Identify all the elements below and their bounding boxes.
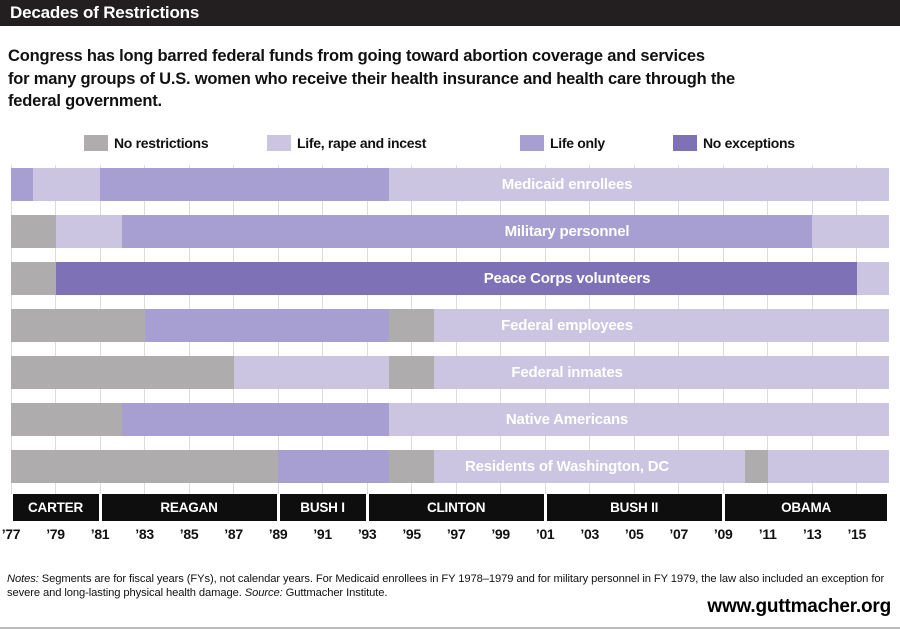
year-tick-label-1995: ’95 — [402, 526, 421, 542]
subtitle-line-2: for many groups of U.S. women who receiv… — [8, 69, 735, 88]
year-tick-label-1997: ’97 — [446, 526, 466, 542]
bar-row-native-americans: Native Americans — [0, 403, 900, 436]
year-tick-label-2015: ’15 — [847, 526, 866, 542]
bar-segment-life-only — [11, 168, 34, 201]
row-label: Native Americans — [505, 411, 629, 428]
bar-segment-none — [389, 356, 434, 389]
bar-segment-none — [11, 450, 279, 483]
year-tick-label-2003: ’03 — [580, 526, 599, 542]
notes-body-2: an exception for severe and long-lasting… — [7, 573, 885, 599]
year-tick-label-2011: ’11 — [758, 526, 777, 542]
year-tick-label-1981: ’81 — [90, 526, 110, 542]
row-label: Federal employees — [501, 317, 633, 334]
page-title: Decades of Restrictions — [10, 3, 200, 22]
notes-body-1: Segments are for fiscal years (FYs), not… — [38, 573, 804, 586]
bar-segment-life-rape-incest — [33, 168, 101, 201]
bar-segment-life-only — [144, 309, 390, 342]
year-tick-label-1993: ’93 — [357, 526, 377, 542]
bar-segment-life-rape-incest — [433, 309, 889, 342]
bar-segment-life-only — [100, 168, 390, 201]
bar-segment-life-rape-incest — [856, 262, 889, 295]
subtitle-line-3: federal government. — [8, 92, 162, 110]
era-block-reagan: REAGAN — [101, 494, 277, 521]
bar-segment-none — [11, 215, 56, 248]
era-block-bush-i: BUSH I — [279, 494, 366, 521]
bar-row-medicaid-enrollees: Medicaid enrollees — [0, 168, 900, 201]
era-block-obama: OBAMA — [724, 494, 888, 521]
era-label: REAGAN — [160, 500, 218, 515]
era-label: CARTER — [27, 500, 84, 515]
era-label: BUSH I — [300, 500, 345, 515]
bar-row-residents-of-washington-dc: Residents of Washington, DC — [0, 450, 900, 483]
life-only-legend-swatch — [520, 135, 544, 151]
bar-segment-none — [389, 450, 434, 483]
life-rape-incest-legend-swatch — [267, 135, 291, 151]
era-label: CLINTON — [426, 500, 486, 515]
year-tick-label-2009: ’09 — [713, 526, 733, 542]
row-label: Peace Corps volunteers — [483, 270, 651, 287]
bar-segment-life-only — [122, 215, 813, 248]
source-label: Source: — [244, 586, 283, 599]
chart-subtitle: Congress has long barred federal funds f… — [8, 45, 888, 113]
legend-label-life-rape-incest: Life, rape and incest — [297, 135, 427, 151]
bar-segment-none — [389, 309, 434, 342]
bar-segment-life-only — [122, 403, 390, 436]
bar-segment-life-rape-incest — [767, 450, 889, 483]
row-label: Military personnel — [504, 223, 630, 240]
bar-segment-life-only — [278, 450, 390, 483]
legend-label-none: No restrictions — [114, 135, 209, 151]
row-label: Federal inmates — [511, 364, 623, 381]
year-tick-label-1983: ’83 — [135, 526, 154, 542]
era-block-carter: CARTER — [12, 494, 99, 521]
year-tick-label-1979: ’79 — [46, 526, 65, 542]
year-tick-label-2001: ’01 — [535, 526, 555, 542]
subtitle-line-1: Congress has long barred federal funds f… — [8, 47, 705, 65]
bar-segment-life-rape-incest — [389, 403, 889, 436]
year-tick-label-2007: ’07 — [669, 526, 688, 542]
year-tick-label-1985: ’85 — [179, 526, 199, 542]
source-text: Guttmacher Institute. — [282, 586, 388, 599]
bar-segment-none — [11, 403, 123, 436]
year-tick-label-1987: ’87 — [224, 526, 243, 542]
era-label: BUSH II — [610, 500, 659, 515]
guttmacher-url: www.guttmacher.org — [707, 596, 891, 617]
year-tick-label-1991: ’91 — [313, 526, 332, 542]
legend-label-life-only: Life only — [550, 135, 605, 151]
era-label: OBAMA — [781, 500, 832, 515]
none-legend-swatch — [84, 135, 108, 151]
bar-row-federal-employees: Federal employees — [0, 309, 900, 342]
bar-row-peace-corps-volunteers: Peace Corps volunteers — [0, 262, 900, 295]
bar-segment-life-rape-incest — [433, 356, 889, 389]
row-label: Residents of Washington, DC — [464, 458, 670, 475]
year-tick-label-1999: ’99 — [491, 526, 510, 542]
bar-segment-life-rape-incest — [812, 215, 889, 248]
row-label: Medicaid enrollees — [501, 176, 633, 193]
notes-label: Notes: — [7, 573, 39, 586]
year-tick-label-2005: ’05 — [624, 526, 644, 542]
bar-segment-none — [11, 356, 234, 389]
legend-label-no-exceptions: No exceptions — [703, 135, 795, 151]
bar-row-federal-inmates: Federal inmates — [0, 356, 900, 389]
year-tick-label-2013: ’13 — [802, 526, 822, 542]
no-exceptions-legend-swatch — [673, 135, 697, 151]
bar-segment-none — [11, 309, 145, 342]
bar-segment-no-exceptions — [55, 262, 857, 295]
era-block-bush-ii: BUSH II — [546, 494, 722, 521]
bar-segment-life-rape-incest — [389, 168, 889, 201]
bar-segment-none — [745, 450, 768, 483]
bar-segment-life-rape-incest — [233, 356, 390, 389]
bottom-border-line — [0, 627, 900, 629]
bar-segment-life-rape-incest — [433, 450, 746, 483]
bar-segment-none — [11, 262, 56, 295]
title-bar: Decades of Restrictions — [0, 0, 900, 26]
bar-segment-life-rape-incest — [55, 215, 123, 248]
year-tick-label-1977: ’77 — [1, 526, 21, 542]
chart-notes: Notes: Segments are for fiscal years (FY… — [7, 573, 897, 600]
bar-row-military-personnel: Military personnel — [0, 215, 900, 248]
era-block-clinton: CLINTON — [368, 494, 544, 521]
year-tick-label-1989: ’89 — [268, 526, 288, 542]
